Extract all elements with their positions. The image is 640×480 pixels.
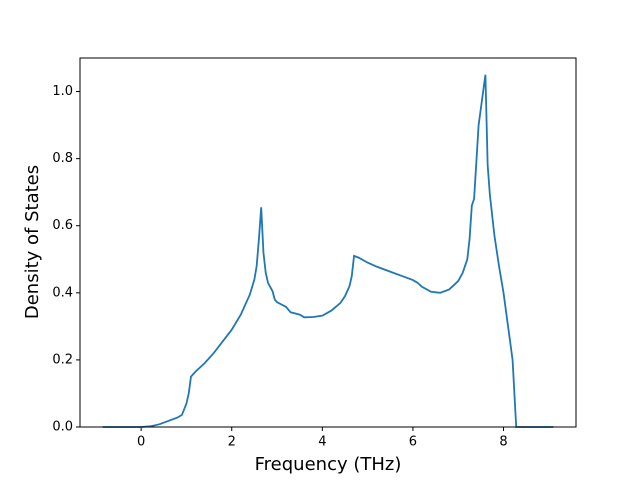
plot-frame	[79, 57, 577, 428]
data-line	[102, 74, 554, 428]
y-axis-label: Density of States	[22, 165, 43, 319]
x-tick-label: 8	[499, 435, 507, 450]
y-tick-label: 0.8	[52, 151, 73, 166]
x-tick-label: 0	[137, 435, 145, 450]
x-tick-label: 6	[409, 435, 417, 450]
x-tick-label: 4	[318, 435, 326, 450]
y-tick-label: 0.2	[52, 352, 73, 367]
y-tick-label: 0.6	[52, 218, 73, 233]
y-tick-label: 0.4	[52, 285, 73, 300]
x-tick-label: 2	[228, 435, 236, 450]
y-tick-label: 0.0	[52, 420, 73, 435]
y-tick-label: 1.0	[52, 84, 73, 99]
x-axis-label: Frequency (THz)	[255, 454, 402, 475]
